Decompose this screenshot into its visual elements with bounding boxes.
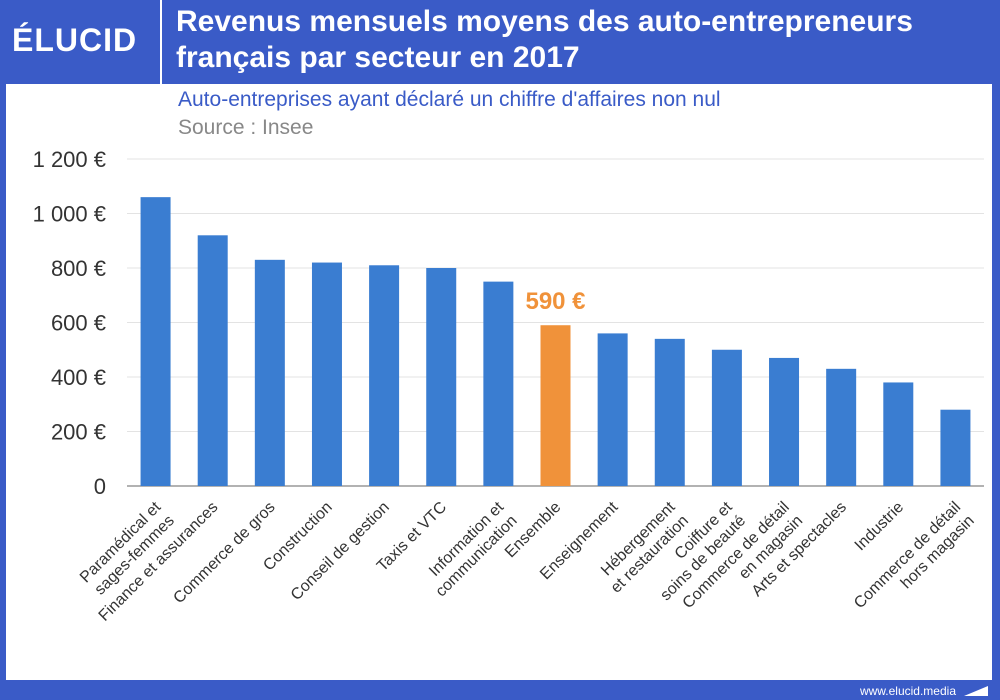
x-tick-label-line: Commerce de gros bbox=[170, 499, 278, 607]
x-tick-label-line: Conseil de gestion bbox=[288, 499, 393, 604]
bar bbox=[654, 338, 685, 486]
y-tick-label: 1 200 € bbox=[33, 147, 106, 172]
bar bbox=[940, 409, 971, 486]
y-tick-label: 200 € bbox=[51, 420, 106, 445]
bar bbox=[597, 333, 628, 486]
footer-url: www.elucid.media bbox=[859, 684, 956, 698]
header: ÉLUCID Revenus mensuels moyens des auto-… bbox=[0, 0, 1000, 84]
chart-subtitle: Auto-entreprises ayant déclaré un chiffr… bbox=[178, 88, 721, 111]
bar bbox=[140, 197, 171, 486]
highlight-annotation: 590 € bbox=[525, 288, 585, 315]
bar bbox=[883, 382, 914, 486]
bar bbox=[197, 235, 228, 486]
bar bbox=[311, 262, 342, 486]
chart-panel: Auto-entreprises ayant déclaré un chiffr… bbox=[6, 84, 992, 680]
x-tick-label: Industrie bbox=[852, 499, 907, 554]
bar bbox=[483, 281, 514, 486]
x-tick-label-line: Industrie bbox=[852, 499, 907, 554]
y-tick-label: 400 € bbox=[51, 365, 106, 390]
bar bbox=[826, 368, 857, 486]
y-tick-label: 600 € bbox=[51, 311, 106, 336]
bar bbox=[711, 349, 742, 486]
bar bbox=[769, 357, 800, 486]
bar-highlight bbox=[540, 325, 571, 486]
bar bbox=[426, 268, 457, 486]
chart-title: Revenus mensuels moyens des auto-entrepr… bbox=[176, 5, 913, 74]
x-tick-label: Commerce de gros bbox=[170, 499, 278, 607]
x-tick-label-line: Commerce de détail bbox=[851, 499, 964, 612]
header-divider bbox=[160, 0, 162, 84]
bar bbox=[254, 259, 285, 486]
elucid-logo: ÉLUCID bbox=[12, 22, 138, 58]
bar bbox=[369, 265, 400, 486]
y-tick-label: 800 € bbox=[51, 256, 106, 281]
y-tick-label: 1 000 € bbox=[33, 202, 106, 227]
y-tick-label: 0 bbox=[94, 474, 106, 499]
x-tick-label: Conseil de gestion bbox=[288, 499, 393, 604]
chart-source: Source : Insee bbox=[178, 116, 314, 139]
x-tick-label: Commerce de détailhors magasin bbox=[851, 499, 978, 626]
elucid-flag-icon bbox=[964, 686, 988, 696]
